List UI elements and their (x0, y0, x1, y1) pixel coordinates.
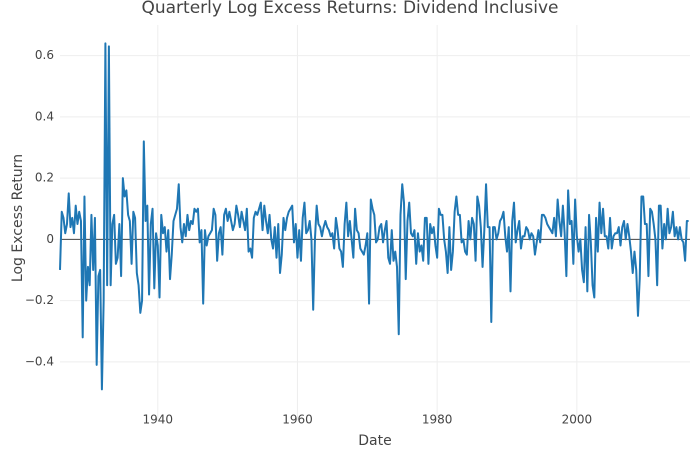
y-tick-label: 0.6 (35, 48, 54, 62)
x-tick-label: 2000 (562, 413, 593, 427)
y-tick-label: 0 (46, 232, 54, 246)
x-axis-title: Date (358, 433, 391, 449)
y-tick-label: 0.4 (35, 109, 54, 123)
y-tick-label: −0.4 (25, 354, 54, 368)
x-tick-label: 1980 (422, 413, 453, 427)
data-line (59, 42, 689, 391)
y-tick-label: −0.2 (25, 293, 54, 307)
chart-title: Quarterly Log Excess Returns: Dividend I… (141, 0, 558, 18)
y-axis-title: Log Excess Return (10, 154, 26, 282)
y-tick-label: 0.2 (35, 171, 54, 185)
x-tick-label: 1940 (143, 413, 174, 427)
x-tick-label: 1960 (282, 413, 313, 427)
